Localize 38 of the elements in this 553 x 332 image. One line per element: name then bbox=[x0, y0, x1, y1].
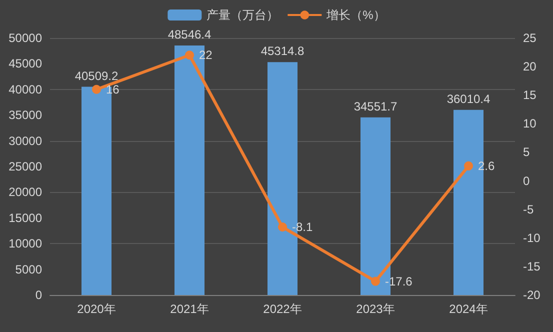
y-tick-label: 50000 bbox=[8, 31, 42, 45]
data-label: 36010.4 bbox=[446, 92, 491, 106]
y2-tick-label: -15 bbox=[523, 259, 541, 274]
x-tick-label: 2023年 bbox=[356, 302, 395, 316]
y2-tick-label: 0 bbox=[523, 174, 530, 188]
x-tick-label: 2022年 bbox=[263, 302, 302, 316]
y-tick-label: 30000 bbox=[8, 134, 42, 148]
data-label: 34551.7 bbox=[354, 99, 398, 114]
y-tick-label: 20000 bbox=[8, 185, 42, 200]
x-tick-label: 2024年 bbox=[449, 302, 488, 316]
y-tick-label: 5000 bbox=[15, 262, 42, 276]
data-label: 45314.8 bbox=[260, 44, 305, 58]
y2-tick-label: -20 bbox=[523, 288, 541, 302]
y-tick-label: 40000 bbox=[8, 82, 42, 96]
y-tick-label: 0 bbox=[35, 288, 42, 302]
data-label: 48546.4 bbox=[168, 27, 212, 42]
x-tick-label: 2021年 bbox=[170, 302, 209, 316]
data-label: 40509.2 bbox=[74, 68, 119, 83]
y-tick-label: 10000 bbox=[8, 236, 42, 251]
y-tick-label: 15000 bbox=[8, 210, 42, 225]
point bbox=[371, 276, 380, 286]
legend-label: 增长（%） bbox=[326, 8, 386, 22]
point bbox=[278, 222, 287, 232]
legend-label: 产量（万台） bbox=[206, 8, 279, 22]
y2-tick-label: 10 bbox=[523, 116, 537, 131]
y-tick-label: 45000 bbox=[8, 56, 42, 71]
y2-tick-label: 25 bbox=[523, 31, 537, 45]
point bbox=[464, 161, 473, 170]
y2-tick-label: -5 bbox=[523, 202, 534, 216]
x-tick-label: 2020年 bbox=[77, 302, 116, 316]
point bbox=[92, 84, 101, 94]
y-tick-label: 35000 bbox=[8, 108, 42, 122]
y2-tick-label: -10 bbox=[523, 230, 541, 245]
y2-tick-label: 15 bbox=[523, 88, 537, 102]
y-tick-label: 25000 bbox=[8, 160, 42, 174]
point bbox=[185, 50, 194, 60]
y2-tick-label: 20 bbox=[523, 60, 537, 74]
y2-tick-label: 5 bbox=[523, 145, 530, 160]
